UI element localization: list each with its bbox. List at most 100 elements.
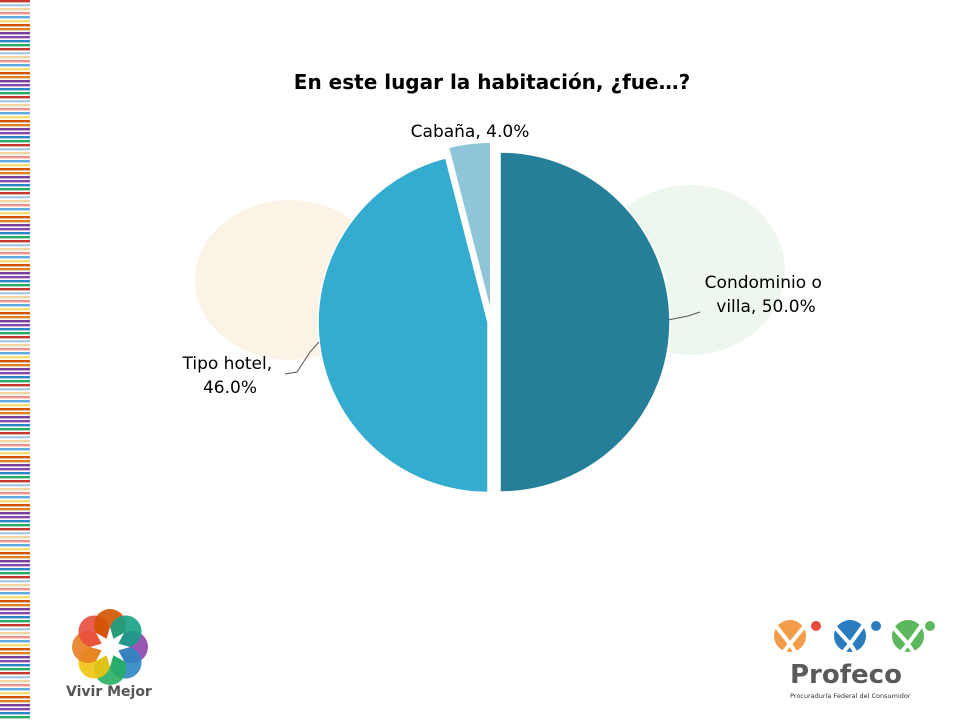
stripe [0, 372, 30, 375]
stripe [0, 572, 30, 575]
stripe [0, 628, 30, 631]
stripe [0, 684, 30, 687]
stripe [0, 608, 30, 611]
stripe [0, 276, 30, 279]
stripe [0, 704, 30, 707]
stripe [0, 336, 30, 339]
stripe [0, 256, 30, 259]
stripe [0, 644, 30, 647]
stripe [0, 552, 30, 555]
stripe [0, 144, 30, 147]
stripe [0, 716, 30, 719]
stripe [0, 520, 30, 523]
stripe [0, 288, 30, 291]
stripe [0, 192, 30, 195]
stripe [0, 304, 30, 307]
stripe [0, 160, 30, 163]
stripe [0, 120, 30, 123]
stripe [0, 196, 30, 199]
stripe [0, 360, 30, 363]
slice-label-hotel: Tipo hotel, 46.0% [181, 354, 277, 398]
stripe [0, 460, 30, 463]
stripe [0, 536, 30, 539]
stripe [0, 296, 30, 299]
stripe [0, 696, 30, 699]
stripe [0, 576, 30, 579]
stripe [0, 364, 30, 367]
stripe [0, 40, 30, 43]
stripe [0, 492, 30, 495]
stripe [0, 452, 30, 455]
slice-label-condominio: Condominio o villa, 50.0% [705, 273, 828, 317]
stripe [0, 52, 30, 55]
stripe [0, 224, 30, 227]
stripe [0, 248, 30, 251]
leader-lines [284, 311, 701, 375]
decorative-stripes [0, 0, 30, 719]
stripe [0, 596, 30, 599]
stripe [0, 688, 30, 691]
stripe [0, 432, 30, 435]
stripe [0, 260, 30, 263]
stripe [0, 264, 30, 267]
stripe [0, 152, 30, 155]
stripe [0, 68, 30, 71]
stripe [0, 408, 30, 411]
stripe [0, 388, 30, 391]
stripe [0, 676, 30, 679]
stripe [0, 652, 30, 655]
stripe [0, 328, 30, 331]
pie-slice-tipo-hotel [317, 156, 489, 494]
stripe [0, 100, 30, 103]
stripe [0, 512, 30, 515]
stripe [0, 456, 30, 459]
stripe [0, 400, 30, 403]
stripe [0, 348, 30, 351]
stripe [0, 176, 30, 179]
stripe [0, 436, 30, 439]
stripe [0, 88, 30, 91]
stripe [0, 300, 30, 303]
stripe [0, 584, 30, 587]
stripe [0, 320, 30, 323]
stripe [0, 544, 30, 547]
stripe [0, 200, 30, 203]
stripe [0, 532, 30, 535]
pie-slices [317, 141, 671, 494]
stripe [0, 228, 30, 231]
stripe [0, 448, 30, 451]
stripe [0, 236, 30, 239]
stripe [0, 148, 30, 151]
stripe [0, 464, 30, 467]
stripe [0, 188, 30, 191]
stripe [0, 708, 30, 711]
stripe [0, 560, 30, 563]
stripe [0, 96, 30, 99]
stripe [0, 424, 30, 427]
stripe [0, 440, 30, 443]
stripe [0, 444, 30, 447]
stripe [0, 72, 30, 75]
stripe [0, 624, 30, 627]
stripe [0, 140, 30, 143]
stripe [0, 308, 30, 311]
leader-line-condominio [667, 311, 701, 321]
stripe [0, 404, 30, 407]
stripe [0, 24, 30, 27]
stripe [0, 500, 30, 503]
stripe [0, 376, 30, 379]
stripe [0, 220, 30, 223]
stripe [0, 0, 30, 3]
stripe [0, 472, 30, 475]
stripe [0, 20, 30, 23]
stripe [0, 568, 30, 571]
stripe [0, 412, 30, 415]
stripe [0, 556, 30, 559]
stripe [0, 180, 30, 183]
stripe [0, 112, 30, 115]
stripe [0, 156, 30, 159]
stripe [0, 368, 30, 371]
stripe [0, 48, 30, 51]
stripe [0, 332, 30, 335]
